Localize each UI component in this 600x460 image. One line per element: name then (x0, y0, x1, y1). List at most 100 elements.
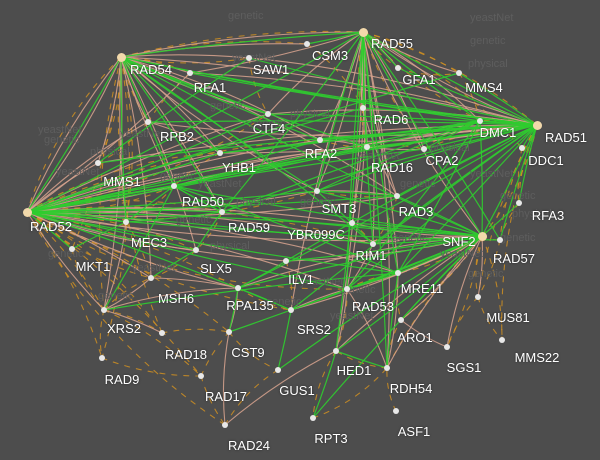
graph-node-rfa3[interactable] (515, 199, 523, 207)
edge-predicted (26, 211, 163, 334)
graph-node-msh6[interactable] (147, 274, 155, 282)
graph-node-xrs2[interactable] (100, 306, 108, 314)
edge-genetic (195, 211, 223, 251)
edge-physical (335, 31, 364, 352)
graph-node-rad59[interactable] (218, 208, 226, 216)
graph-node-ddc1[interactable] (518, 144, 526, 152)
graph-node-srs2[interactable] (287, 306, 295, 314)
edge-predicted (173, 152, 221, 187)
graph-node-mms4[interactable] (455, 69, 463, 77)
edge-predicted (475, 235, 483, 298)
graph-node-rad18[interactable] (158, 329, 166, 337)
edge-physical (26, 56, 122, 213)
graph-node-mms22[interactable] (498, 336, 506, 344)
edge-physical (120, 56, 223, 213)
graph-node-rdh54[interactable] (383, 364, 391, 372)
edge-genetic (173, 120, 481, 187)
graph-node-snf2[interactable] (477, 231, 487, 241)
graph-node-rad16[interactable] (363, 143, 371, 151)
edge-genetic (221, 211, 483, 237)
graph-node-rad51[interactable] (532, 120, 542, 130)
graph-node-rfa1[interactable] (186, 69, 194, 77)
edge-physical (26, 211, 239, 289)
edge-genetic (499, 124, 538, 241)
graph-node-rad6[interactable] (359, 104, 367, 112)
graph-node-rad55[interactable] (358, 27, 368, 37)
graph-node-rad3[interactable] (393, 192, 401, 200)
graph-node-mus81[interactable] (474, 293, 482, 301)
edge-predicted (362, 31, 425, 150)
graph-node-rfa2[interactable] (316, 136, 324, 144)
edge-predicted (446, 296, 479, 348)
graph-node-rim1[interactable] (369, 240, 377, 248)
graph-node-rad54[interactable] (116, 52, 126, 62)
edge-predicted (125, 185, 175, 223)
edge-genetic (423, 120, 481, 150)
graph-node-hed1[interactable] (332, 347, 340, 355)
edge-predicted (26, 211, 348, 290)
graph-node-cst9[interactable] (225, 328, 233, 336)
edge-physical (267, 31, 364, 115)
graph-node-saw1[interactable] (245, 54, 253, 62)
edge-physical (26, 211, 483, 242)
graph-node-slx5[interactable] (192, 246, 200, 254)
edge-predicted (101, 56, 130, 359)
edge-genetic (71, 221, 127, 250)
edge-genetic (125, 211, 223, 223)
edge-predicted (26, 152, 221, 213)
edge-genetic (397, 67, 538, 126)
edge-physical (26, 185, 175, 213)
graph-node-rpa135[interactable] (234, 284, 242, 292)
graph-node-dmc1[interactable] (476, 117, 484, 125)
graph-node-aro1[interactable] (397, 316, 405, 324)
edge-predicted (26, 211, 202, 377)
graph-node-gus1[interactable] (274, 366, 282, 374)
graph-node-gfa1[interactable] (394, 64, 402, 72)
edge-predicted (26, 211, 239, 289)
graph-node-csm3[interactable] (303, 40, 311, 48)
graph-node-ilv1[interactable] (282, 257, 290, 265)
edge-genetic (481, 124, 538, 237)
graph-node-rad53[interactable] (343, 285, 351, 293)
edge-genetic (120, 56, 221, 154)
graph-node-mms1[interactable] (94, 159, 102, 167)
edge-physical (103, 287, 239, 311)
graph-node-mec3[interactable] (122, 218, 130, 226)
graph-node-rad57[interactable] (496, 236, 504, 244)
graph-node-rad9[interactable] (98, 354, 106, 362)
graph-node-sgs1[interactable] (443, 343, 451, 351)
edge-genetic (237, 260, 287, 289)
graph-node-rad24[interactable] (221, 421, 229, 429)
edge-genetic (362, 31, 538, 126)
edge-physical (335, 288, 348, 352)
graph-node-yhb1[interactable] (216, 149, 224, 157)
graph-node-rad17[interactable] (197, 372, 205, 380)
edge-genetic (362, 31, 501, 241)
edge-predicted (200, 331, 230, 377)
graph-node-cpa2[interactable] (420, 145, 428, 153)
genetic (26, 31, 538, 419)
graph-node-rad50[interactable] (170, 182, 178, 190)
graph-node-rpb2[interactable] (144, 118, 152, 126)
graph-node-rad52[interactable] (22, 207, 32, 217)
edge-genetic (26, 31, 364, 213)
edge-genetic (26, 211, 197, 251)
edge-physical (446, 235, 483, 348)
graph-node-asf1[interactable] (392, 407, 400, 415)
graph-node-rpt3[interactable] (309, 414, 317, 422)
edge-predicted (103, 309, 202, 377)
edge-physical (189, 72, 538, 126)
graph-node-smt3[interactable] (313, 187, 321, 195)
graph-node-ctf4[interactable] (264, 110, 272, 118)
graph-node-mkt1[interactable] (68, 245, 76, 253)
edge-genetic (221, 124, 538, 213)
graph-node-mre11[interactable] (394, 269, 402, 277)
edge-physical (150, 277, 239, 289)
graph-node-ybr099c[interactable] (348, 219, 356, 227)
edge-genetic (316, 31, 364, 192)
edge-genetic (26, 139, 321, 213)
edge-genetic (267, 113, 538, 126)
edge-predicted (477, 124, 538, 298)
edge-genetic (228, 287, 239, 333)
